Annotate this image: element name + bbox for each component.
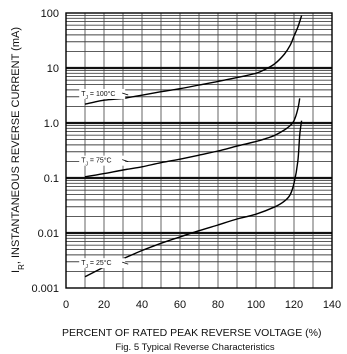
series-line	[84, 15, 303, 105]
y-tick-label: 100	[41, 8, 59, 20]
series-curves	[84, 15, 303, 278]
curve-annotations: TJ = 100°C TJ = 75°C TJ = 25°C	[79, 88, 129, 270]
y-tick-label: 0.1	[44, 173, 59, 185]
grid	[66, 13, 332, 288]
x-tick-label: 120	[285, 299, 303, 311]
series-line	[84, 120, 303, 278]
plot-frame	[65, 12, 333, 289]
annotation-leader	[122, 92, 129, 96]
x-tick-labels: 0 20 40 60 80 100 120 140	[63, 299, 341, 311]
annotation-box	[79, 155, 126, 166]
x-tick-label: 60	[174, 299, 186, 311]
x-tick-label: 40	[136, 299, 148, 311]
y-tick-labels: 100 10 1.0 0.1 0.01 0.001	[31, 8, 59, 295]
annotation-leader	[122, 159, 129, 163]
series-annotation: TJ = 75°C	[81, 157, 111, 168]
series-annotation: TJ = 25°C	[81, 259, 111, 270]
x-tick-label: 140	[323, 299, 341, 311]
figure-caption: Fig. 5 Typical Reverse Characteristics	[115, 342, 275, 353]
y-tick-label: 0.001	[31, 283, 59, 295]
y-axis-label: IR, INSTANTANEOUS REVERSE CURRENT (mA)	[10, 27, 26, 273]
series-annotation: TJ = 100°C	[81, 90, 115, 101]
x-tick-label: 100	[247, 299, 265, 311]
annotation-box	[79, 258, 126, 269]
y-tick-label: 0.01	[38, 228, 59, 240]
x-tick-label: 80	[212, 299, 224, 311]
x-axis-label: PERCENT OF RATED PEAK REVERSE VOLTAGE (%…	[62, 327, 321, 339]
x-tick-label: 20	[98, 299, 110, 311]
x-tick-label: 0	[63, 299, 69, 311]
y-tick-label: 10	[47, 63, 59, 75]
y-tick-label: 1.0	[44, 118, 59, 130]
series-line	[84, 98, 301, 178]
annotation-box	[79, 88, 126, 99]
annotation-leader	[122, 261, 129, 265]
